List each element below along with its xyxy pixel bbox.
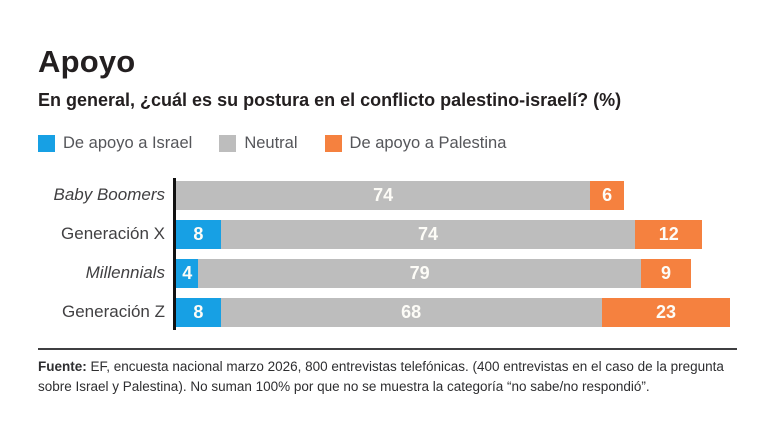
axis-line bbox=[173, 177, 176, 330]
bar-group: 8 74 12 bbox=[176, 219, 703, 249]
source-note: Fuente: EF, encuesta nacional marzo 2026… bbox=[38, 347, 737, 398]
legend-item: De apoyo a Palestina bbox=[324, 133, 507, 153]
bar-segment: 8 bbox=[176, 219, 221, 249]
legend-swatch bbox=[38, 134, 55, 152]
bar-segment: 8 bbox=[176, 297, 221, 327]
legend-swatch bbox=[324, 134, 342, 152]
chart-row: Baby Boomers 74 6 bbox=[38, 180, 737, 210]
source-text: EF, encuesta nacional marzo 2026, 800 en… bbox=[38, 358, 724, 394]
bar-group: 4 79 9 bbox=[176, 258, 692, 288]
bar-group: 74 6 bbox=[176, 180, 624, 210]
source-label: Fuente: bbox=[38, 358, 87, 374]
bar-segment: 4 bbox=[176, 258, 199, 288]
bar-segment: 6 bbox=[590, 180, 624, 210]
bar-group: 8 68 23 bbox=[176, 297, 731, 327]
chart-row: Generación Z 8 68 23 bbox=[38, 297, 737, 327]
bar-segment: 12 bbox=[635, 219, 703, 249]
bar-segment: 74 bbox=[176, 180, 591, 210]
legend-item: De apoyo a Israel bbox=[38, 134, 192, 153]
legend: De apoyo a Israel Neutral De apoyo a Pales… bbox=[38, 134, 737, 153]
legend-swatch bbox=[219, 134, 237, 152]
bar-segment: 68 bbox=[220, 297, 602, 327]
legend-item: Neutral bbox=[219, 133, 298, 153]
bar-chart: Baby Boomers 74 6 Generación X 8 74 12 Millenni… bbox=[38, 177, 737, 330]
legend-label: De apoyo a Israel bbox=[63, 133, 193, 152]
legend-label: De apoyo a Palestina bbox=[349, 133, 507, 152]
row-label: Millennials bbox=[85, 263, 165, 283]
bar-segment: 79 bbox=[198, 258, 641, 288]
chart-row: Millennials 4 79 9 bbox=[38, 258, 737, 288]
row-label: Generación X bbox=[61, 224, 165, 244]
row-label: Baby Boomers bbox=[53, 185, 166, 205]
page-title: Apoyo bbox=[38, 44, 136, 79]
legend-label: Neutral bbox=[244, 133, 298, 152]
row-label: Generación Z bbox=[62, 302, 165, 322]
chart-row: Generación X 8 74 12 bbox=[38, 219, 737, 249]
bar-segment: 9 bbox=[640, 258, 692, 288]
bar-segment: 23 bbox=[601, 297, 731, 327]
bar-segment: 74 bbox=[220, 219, 636, 249]
page-subtitle: En general, ¿cuál es su postura en el co… bbox=[38, 90, 622, 110]
